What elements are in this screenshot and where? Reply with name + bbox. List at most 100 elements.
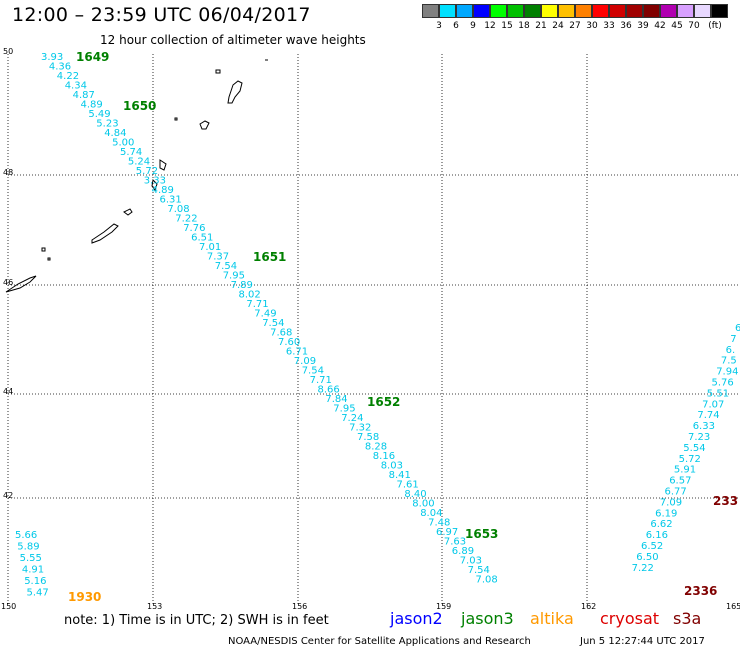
- lat-tick-label: 50: [3, 47, 13, 56]
- page-subtitle: 12 hour collection of altimeter wave hei…: [100, 33, 366, 47]
- pass-number-label: 1653: [465, 527, 498, 541]
- colorbar-swatch: [524, 4, 541, 18]
- island-3: [199, 120, 210, 130]
- swh-values: 3.934.364.224.344.874.895.495.234.845.00…: [15, 52, 740, 599]
- pass-number-label: 233: [713, 494, 738, 508]
- swh-value: 8.02: [239, 290, 261, 301]
- swh-value: 7.54: [302, 366, 324, 377]
- legend-altika: altika: [530, 609, 574, 628]
- island-2: [215, 69, 221, 74]
- swh-value: 6.16: [646, 530, 668, 541]
- swh-value: 5.72: [136, 166, 158, 177]
- lon-tick-label: 153: [147, 602, 162, 610]
- swh-value: 5.00: [112, 138, 134, 149]
- colorbar-label: (ft): [708, 21, 722, 31]
- pass-number-label: 1930: [68, 590, 101, 604]
- legend-bar: note: 1) Time is in UTC; 2) SWH is in fe…: [0, 609, 740, 632]
- lon-tick-label: 162: [581, 602, 596, 610]
- swh-value: 7.08: [167, 204, 189, 215]
- swh-value: 7.08: [476, 575, 498, 586]
- colorbar-swatch: [490, 4, 507, 18]
- swh-value: 7.89: [231, 280, 253, 291]
- swh-value: 7.03: [460, 556, 482, 567]
- swh-value: 6.33: [693, 421, 715, 432]
- legend-jason2: jason2: [390, 609, 443, 628]
- lon-tick-label: 165: [726, 602, 740, 610]
- swh-value: 7.58: [357, 432, 379, 443]
- swh-value: 6.89: [452, 546, 474, 557]
- swh-value: 7.22: [632, 563, 654, 574]
- colorbar-swatch: [643, 4, 660, 18]
- swh-value: 7.48: [428, 518, 450, 529]
- swh-value: 6.62: [650, 519, 672, 530]
- swh-value: 7.54: [262, 318, 284, 329]
- colorbar-label: 33: [603, 21, 615, 31]
- colorbar-swatch: [507, 4, 524, 18]
- island-6: [151, 178, 158, 192]
- swh-value: 7.76: [183, 223, 205, 234]
- altimeter-map: 150 153 156 159 162 165 50 48 46 44 42 3.934.364.2…: [1, 47, 740, 610]
- swh-value: 7.07: [702, 399, 724, 410]
- island-11: [5, 275, 37, 293]
- swh-value: 8.16: [373, 451, 395, 462]
- legend-jason3: jason3: [461, 609, 514, 628]
- colorbar-label: 9: [470, 21, 476, 31]
- pass-number-label: 2336: [684, 584, 717, 598]
- swh-value: 7.68: [270, 328, 292, 339]
- colorbar-swatch: [660, 4, 677, 18]
- swh-value: 6.52: [641, 541, 663, 552]
- lon-tick-label: 156: [292, 602, 307, 610]
- wave-height-colorbar: [422, 4, 728, 18]
- swh-value: 7.54: [215, 261, 237, 272]
- swh-value: 5.55: [20, 553, 42, 564]
- swh-value: 7.01: [199, 242, 221, 253]
- lon-tick-label: 159: [436, 602, 451, 610]
- swh-value: 7: [730, 334, 736, 345]
- swh-value: 6.: [726, 345, 736, 356]
- swh-value: 7.5: [721, 356, 737, 367]
- swh-value: 5.24: [128, 157, 150, 168]
- swh-value: 8.04: [420, 508, 442, 519]
- swh-value: 4.36: [49, 62, 71, 73]
- lat-tick-label: 44: [3, 387, 13, 396]
- swh-value: 7.84: [325, 394, 347, 405]
- colorbar-label: 15: [501, 21, 513, 31]
- swh-value: 8.41: [389, 470, 411, 481]
- swh-value: 7.60: [278, 337, 300, 348]
- pass-number-label: 1652: [367, 395, 400, 409]
- swh-value: 6.71: [286, 347, 308, 358]
- swh-value: 5.74: [120, 147, 142, 158]
- swh-value: 7.23: [688, 432, 710, 443]
- colorbar-swatch: [422, 4, 439, 18]
- colorbar-label: 27: [569, 21, 581, 31]
- colorbar-label: 12: [484, 21, 496, 31]
- swh-value: 4.22: [57, 71, 79, 82]
- swh-value: 8.28: [365, 442, 387, 453]
- colorbar-swatch: [473, 4, 490, 18]
- colorbar-label: 42: [654, 21, 666, 31]
- colorbar-swatch: [439, 4, 456, 18]
- swh-value: 3.33: [144, 176, 166, 187]
- swh-value: 7.22: [175, 214, 197, 225]
- coastline: [5, 59, 268, 293]
- swh-value: 5.51: [707, 388, 729, 399]
- swh-value: 4.89: [152, 185, 174, 196]
- swh-value: 6: [735, 323, 740, 334]
- colorbar-label: 30: [586, 21, 598, 31]
- swh-value: 6.31: [160, 195, 182, 206]
- swh-value: 5.47: [27, 588, 49, 599]
- swh-value: 7.49: [254, 309, 276, 320]
- swh-value: 6.77: [665, 487, 687, 498]
- legend-cryosat: cryosat: [600, 609, 660, 628]
- swh-value: 5.72: [679, 454, 701, 465]
- colorbar-swatch: [592, 4, 609, 18]
- swh-value: 7.94: [716, 367, 738, 378]
- swh-value: 7.37: [207, 252, 229, 263]
- swh-value: 5.54: [683, 443, 705, 454]
- swh-value: 6.97: [436, 527, 458, 538]
- colorbar-label: 45: [671, 21, 683, 31]
- colorbar-swatch: [694, 4, 711, 18]
- swh-value: 7.63: [444, 537, 466, 548]
- swh-value: 7.32: [349, 423, 371, 434]
- pass-number-label: 1649: [76, 50, 109, 64]
